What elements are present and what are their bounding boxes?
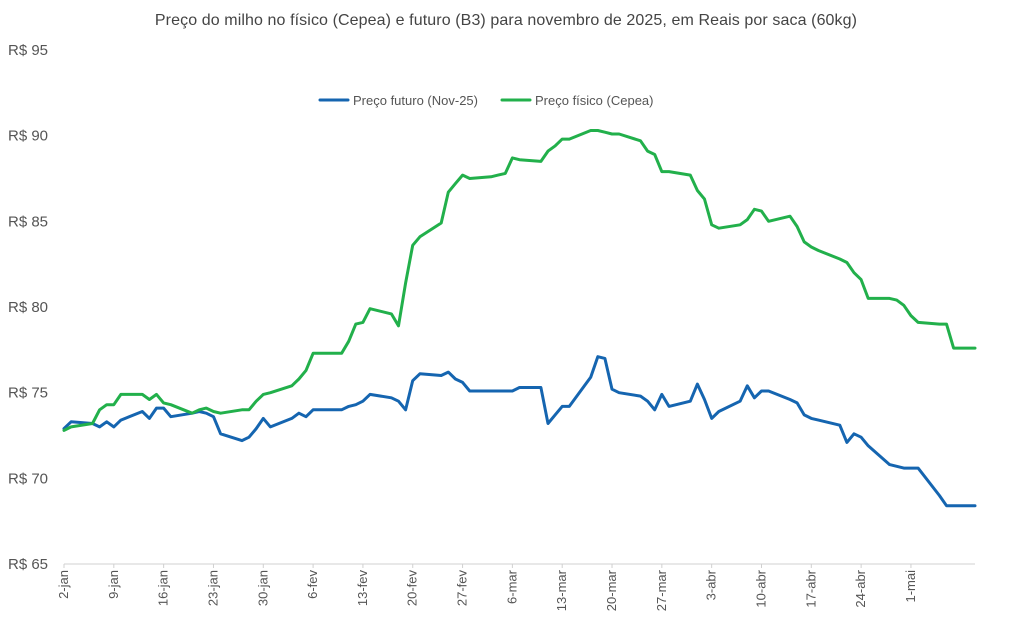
x-tick-label: 30-jan [255, 570, 270, 606]
x-tick-label: 2-jan [56, 570, 71, 599]
y-tick-label: R$ 65 [8, 556, 48, 573]
x-tick-label: 16-jan [156, 570, 171, 606]
x-tick-label: 17-abr [803, 569, 818, 607]
x-tick-label: 20-mar [604, 569, 619, 611]
legend-label-0: Preço futuro (Nov-25) [353, 93, 478, 108]
series-line-0 [62, 355, 977, 508]
x-tick-label: 6-fev [305, 570, 320, 599]
series-layer [62, 129, 977, 508]
x-tick-label: 20-fev [405, 570, 420, 607]
series-line-1 [62, 129, 977, 432]
x-tick-label: 3-abr [704, 569, 719, 600]
x-tick-label: 13-fev [355, 570, 370, 607]
x-tick-label: 24-abr [853, 569, 868, 607]
x-tick-label: 6-mar [504, 569, 519, 604]
x-axis-ticks: 2-jan 9-jan 16-jan 23-jan 30-jan 6-fev 13-fev 2… [56, 564, 918, 611]
y-tick-label: R$ 80 [8, 299, 48, 316]
y-tick-label: R$ 95 [8, 42, 48, 59]
y-tick-label: R$ 75 [8, 385, 48, 402]
y-tick-label: R$ 70 [8, 470, 48, 487]
x-tick-label: 1-mai [903, 570, 918, 603]
y-tick-label: R$ 85 [8, 213, 48, 230]
chart-title: Preço do milho no físico (Cepea) e futur… [154, 12, 858, 29]
x-tick-label: 10-abr [753, 569, 768, 607]
x-tick-label: 27-mar [654, 569, 669, 611]
x-tick-label: 23-jan [205, 570, 220, 606]
legend: Preço futuro (Nov-25) Preço físico (Cepea… [318, 93, 654, 108]
y-tick-label: R$ 90 [8, 128, 48, 145]
x-tick-label: 13-mar [554, 569, 569, 611]
x-tick-label: 9-jan [106, 570, 121, 599]
legend-label-1: Preço físico (Cepea) [535, 93, 654, 108]
x-tick-label: 27-fev [455, 570, 470, 607]
y-axis-ticks: R$ 65 R$ 70 R$ 75 R$ 80 R$ 85 R$ 90 R$ 95 [8, 42, 48, 573]
